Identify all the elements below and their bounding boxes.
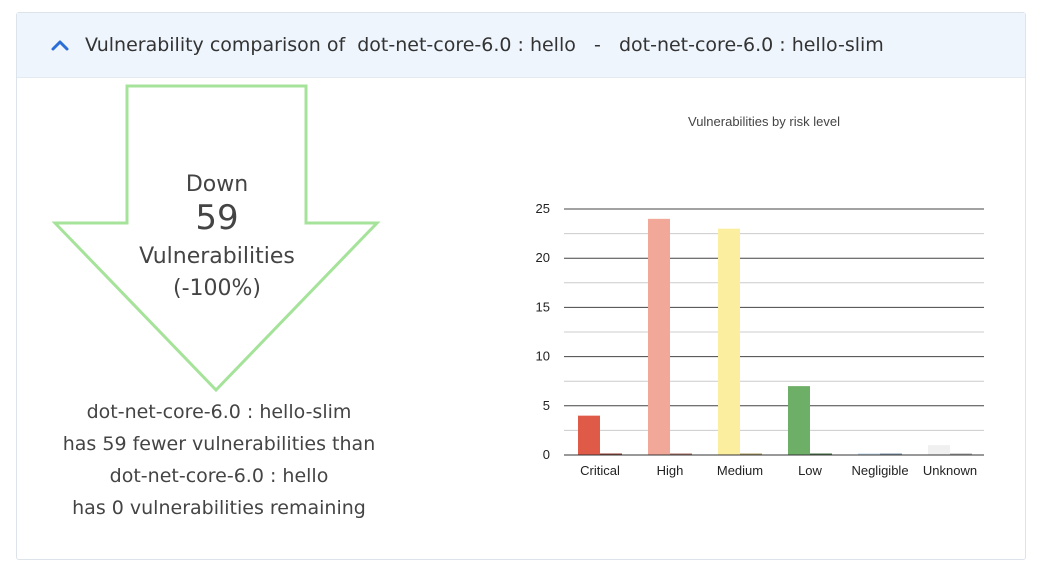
bar-medium-series-1 (740, 453, 762, 455)
y-tick-label: 0 (543, 447, 550, 462)
vulnerability-delta-count: 59 (195, 198, 239, 238)
chart-title: Vulnerabilities by risk level (688, 114, 840, 129)
chevron-up-icon[interactable] (49, 34, 71, 56)
panel-header[interactable]: Vulnerability comparison of dot-net-core… (17, 13, 1025, 78)
summary-line-3: dot-net-core-6.0 : hello (109, 465, 329, 487)
x-tick-label-critical: Critical (580, 463, 620, 478)
down-arrow-indicator: Down 59 Vulnerabilities (-100%) (52, 84, 382, 394)
bar-unknown-series-0 (928, 445, 950, 455)
bar-medium-series-0 (718, 228, 740, 455)
unit-label: Vulnerabilities (139, 244, 295, 269)
bar-unknown-series-1 (950, 453, 972, 455)
bar-high-series-0 (648, 218, 670, 455)
y-tick-label: 25 (536, 201, 550, 216)
y-tick-label: 10 (536, 349, 550, 364)
chevron-up-icon-svg (51, 40, 69, 51)
risk-level-chart: Vulnerabilities by risk level 0 5 10 15 20 25 C… (500, 90, 1000, 490)
x-tick-label-negligible: Negligible (851, 463, 908, 478)
panel-title: Vulnerability comparison of dot-net-core… (85, 34, 884, 56)
y-tick-label: 5 (543, 398, 550, 413)
bar-critical-series-0 (578, 415, 600, 455)
risk-level-chart-svg: Vulnerabilities by risk level 0 5 10 15 20 25 C… (536, 114, 984, 478)
bar-critical-series-1 (600, 453, 622, 455)
percent-label: (-100%) (173, 276, 261, 301)
x-tick-label-low: Low (798, 463, 822, 478)
bar-high-series-1 (670, 453, 692, 455)
y-tick-label: 20 (536, 250, 550, 265)
x-tick-label-high: High (657, 463, 684, 478)
summary-line-2: has 59 fewer vulnerabilities than (62, 433, 376, 455)
summary-line-4: has 0 vulnerabilities remaining (72, 497, 366, 519)
bar-negligible-series-1 (880, 453, 902, 455)
x-tick-label-unknown: Unknown (923, 463, 977, 478)
bar-low-series-1 (810, 453, 832, 455)
bar-low-series-0 (788, 386, 810, 455)
summary-line-1: dot-net-core-6.0 : hello-slim (86, 401, 352, 423)
comparison-summary: dot-net-core-6.0 : hello-slim has 59 few… (40, 396, 398, 524)
bar-negligible-series-0 (858, 453, 880, 455)
direction-label: Down (185, 172, 249, 197)
x-tick-label-medium: Medium (717, 463, 763, 478)
y-tick-label: 15 (536, 299, 550, 314)
down-arrow-icon (52, 84, 381, 393)
